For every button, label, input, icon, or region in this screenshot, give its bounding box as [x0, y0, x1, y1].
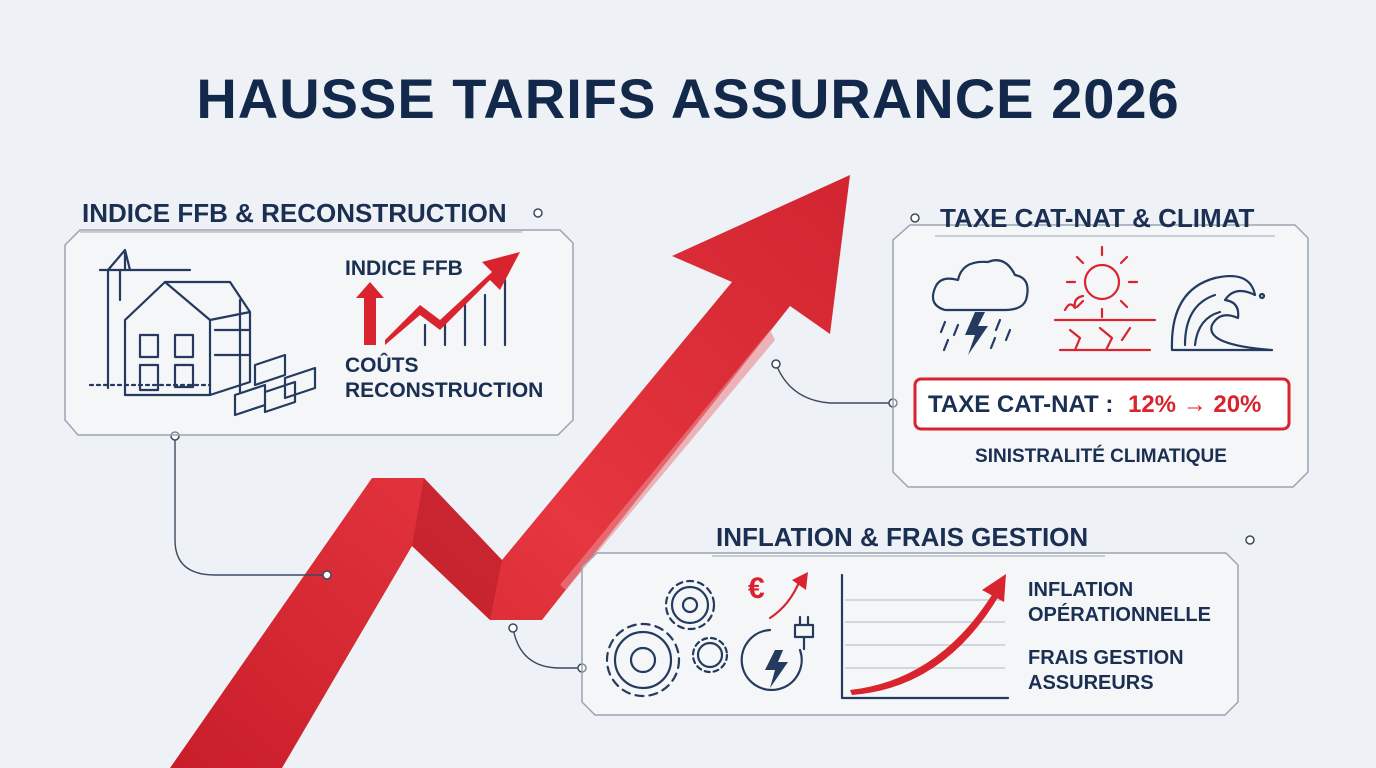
connectors-part [322, 570, 332, 580]
wave-icon-part [1170, 274, 1274, 352]
house-icon-part [138, 333, 195, 392]
inflation-chart-icon-part [840, 573, 1010, 700]
inflation-chart-icon [840, 573, 1010, 700]
connectors-part [170, 431, 180, 441]
rising-arrow-part [560, 330, 775, 590]
house-icon-part [233, 353, 317, 417]
connectors-part [775, 363, 893, 404]
currency-arrow-head [792, 572, 808, 590]
gears-icon-part [613, 630, 673, 690]
gears-icon [605, 579, 729, 698]
energy-icon-part [765, 650, 788, 688]
cost-label: COÛTS RECONSTRUCTION [345, 353, 543, 402]
gears-icon-part [664, 579, 716, 631]
storm-icon-part [931, 259, 1029, 312]
panel-ffb: INDICE FFB & RECONSTRUCTION INDICE FFB C… [64, 198, 574, 436]
tax-text-part: TAXE CAT-NAT : [928, 391, 1113, 418]
connectors-part [771, 359, 781, 369]
fees-label-part: ASSUREURS [1028, 672, 1154, 694]
rising-arrow-part [170, 175, 850, 768]
main-title: HAUSSE TARIFS ASSURANCE 2026 [196, 67, 1179, 130]
drought-icon-part [1065, 245, 1139, 319]
connectors-part [1245, 535, 1255, 545]
connectors-part [508, 623, 518, 633]
rising-arrow [170, 175, 850, 768]
tax-text-part: 12% → 20% [1128, 391, 1261, 418]
energy-icon-part [740, 628, 803, 692]
panel-title: INDICE FFB & RECONSTRUCTION [82, 198, 507, 228]
inflation-label-part: OPÉRATIONNELLE [1028, 603, 1211, 626]
house-icon-part [98, 248, 192, 390]
drought-icon-part [1083, 263, 1121, 301]
currency-symbol: € [748, 572, 765, 605]
connectors-part [174, 436, 327, 576]
house-icon-part [213, 298, 252, 394]
tax-badge [913, 377, 1291, 431]
panel-catnat: TAXE CAT-NAT & CLIMAT TAXE CAT-NAT : 12%… [892, 203, 1309, 488]
inflation-chart-icon-part [982, 574, 1006, 602]
drought-icon [1053, 245, 1157, 352]
energy-icon-part [793, 615, 815, 651]
storm-icon-part [939, 318, 1012, 352]
storm-icon-part [965, 312, 988, 355]
cost-label-part: COÛTS [345, 353, 419, 377]
wave-icon [1170, 274, 1274, 352]
fees-label-part: FRAIS GESTION [1028, 647, 1184, 669]
connectors-part [512, 627, 582, 669]
inflation-chart-icon-part [845, 599, 1005, 669]
connectors-part [910, 213, 920, 223]
gears-icon-part [696, 641, 724, 669]
fees-label: FRAIS GESTION ASSUREURS [1028, 647, 1189, 694]
gears-icon-part [670, 585, 710, 625]
index-chart-icon [385, 252, 520, 347]
panel-title: INFLATION & FRAIS GESTION [716, 522, 1088, 552]
panel-inflation: INFLATION & FRAIS GESTION € INFLATION OP… [581, 522, 1239, 716]
wave-icon-part [1258, 292, 1266, 300]
index-chart-icon-part [385, 252, 520, 345]
inflation-label-part: INFLATION [1028, 579, 1133, 601]
drought-icon-part [1053, 294, 1157, 352]
caption: SINISTRALITÉ CLIMATIQUE [975, 445, 1227, 467]
up-icon [356, 282, 384, 345]
gears-icon-part [681, 596, 699, 614]
house-icon [88, 248, 317, 417]
rising-arrow-part [412, 478, 502, 620]
house-icon-part [123, 280, 252, 397]
index-chart-icon-part [423, 278, 507, 347]
gears-icon-part [629, 646, 657, 674]
connectors-part [533, 208, 543, 218]
wave-icon-part [1183, 293, 1222, 347]
energy-icon [740, 615, 815, 692]
gears-icon-part [691, 636, 729, 674]
index-label: INDICE FFB [345, 257, 463, 280]
inflation-label: INFLATION OPÉRATIONNELLE [1028, 579, 1211, 626]
gears-icon-part [605, 622, 681, 698]
panel-title: TAXE CAT-NAT & CLIMAT [940, 203, 1254, 233]
storm-icon [931, 259, 1029, 355]
tax-text: TAXE CAT-NAT : 12% → 20% [928, 391, 1261, 418]
cost-label-part: RECONSTRUCTION [345, 379, 543, 402]
